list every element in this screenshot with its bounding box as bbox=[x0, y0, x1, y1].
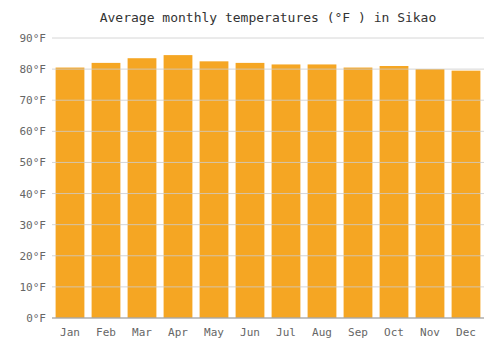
bar bbox=[308, 64, 337, 318]
grid-line bbox=[52, 224, 484, 225]
y-tick-label: 20°F bbox=[20, 250, 47, 263]
x-tick-label: Jan bbox=[60, 326, 80, 339]
chart-container: Average monthly temperatures (°F ) in Si… bbox=[0, 0, 500, 350]
chart-title: Average monthly temperatures (°F ) in Si… bbox=[100, 10, 437, 25]
grid-line bbox=[52, 255, 484, 256]
x-tick-label: Feb bbox=[96, 326, 116, 339]
bar bbox=[452, 71, 481, 318]
x-tick-label: Jul bbox=[276, 326, 296, 339]
bar bbox=[344, 68, 373, 318]
bar bbox=[128, 58, 157, 318]
y-tick-label: 10°F bbox=[20, 281, 47, 294]
bars bbox=[56, 55, 481, 318]
bar bbox=[380, 66, 409, 318]
grid-line bbox=[52, 131, 484, 132]
y-tick-label: 80°F bbox=[20, 63, 47, 76]
x-tick-label: Apr bbox=[168, 326, 188, 339]
x-tick-label: Sep bbox=[348, 326, 368, 339]
x-axis-line bbox=[52, 318, 484, 319]
grid-line bbox=[52, 318, 484, 319]
x-tick-label: Jun bbox=[240, 326, 260, 339]
bar bbox=[164, 55, 193, 318]
bar bbox=[92, 63, 121, 318]
grid-line bbox=[52, 162, 484, 163]
x-tick-label: Nov bbox=[420, 326, 440, 339]
grid-line bbox=[52, 100, 484, 101]
chart-svg: Average monthly temperatures (°F ) in Si… bbox=[0, 0, 500, 350]
y-tick-label: 60°F bbox=[20, 125, 47, 138]
bar bbox=[56, 68, 85, 318]
grid-line bbox=[52, 38, 484, 39]
x-tick-label: May bbox=[204, 326, 224, 339]
y-tick-label: 40°F bbox=[20, 188, 47, 201]
x-tick-label: Aug bbox=[312, 326, 332, 339]
grid-line bbox=[52, 286, 484, 287]
grid-line bbox=[52, 69, 484, 70]
y-tick-label: 30°F bbox=[20, 219, 47, 232]
y-tick-label: 0°F bbox=[26, 312, 46, 325]
grid-line bbox=[52, 193, 484, 194]
y-tick-label: 70°F bbox=[20, 94, 47, 107]
x-tick-label: Mar bbox=[132, 326, 152, 339]
bar bbox=[272, 64, 301, 318]
bar bbox=[236, 63, 265, 318]
x-tick-label: Oct bbox=[384, 326, 404, 339]
x-tick-label: Dec bbox=[456, 326, 476, 339]
y-tick-label: 50°F bbox=[20, 156, 47, 169]
y-tick-label: 90°F bbox=[20, 32, 47, 45]
grid bbox=[52, 38, 484, 318]
